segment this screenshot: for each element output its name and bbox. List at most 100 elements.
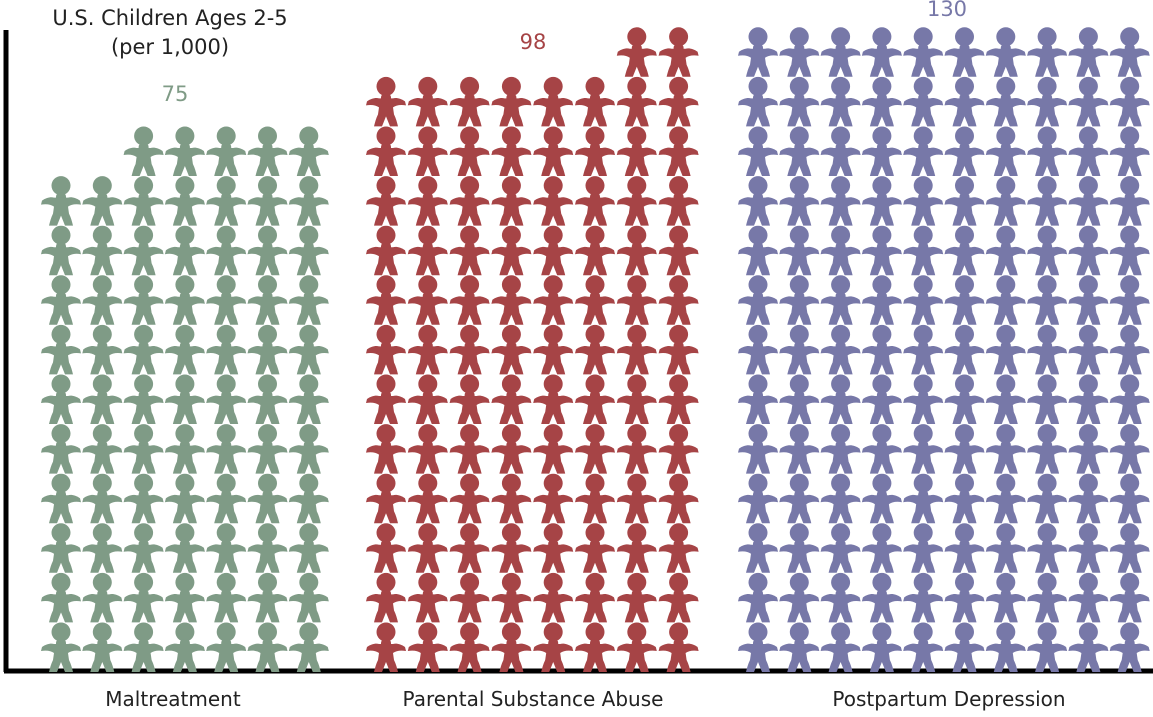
- child-icon: [944, 374, 985, 424]
- child-icon: [616, 126, 657, 176]
- child-icon: [616, 225, 657, 276]
- child-icon: [616, 324, 657, 375]
- child-icon: [1109, 275, 1150, 325]
- child-icon: [41, 424, 81, 474]
- child-icon: [903, 374, 944, 424]
- child-icon: [1068, 424, 1109, 474]
- child-icon: [738, 225, 778, 276]
- child-icon: [903, 275, 944, 325]
- child-icon: [1068, 523, 1109, 573]
- child-icon: [658, 324, 699, 375]
- child-icon: [861, 76, 902, 127]
- child-icon: [449, 523, 490, 573]
- child-icon: [861, 424, 902, 474]
- chart-subtitle: (per 1,000): [110, 35, 230, 59]
- child-icon: [449, 225, 490, 276]
- child-icon: [861, 374, 902, 424]
- child-icon: [247, 374, 288, 424]
- child-icon: [491, 523, 532, 573]
- child-icon: [491, 275, 532, 325]
- child-icon: [41, 275, 81, 325]
- child-icon: [575, 572, 615, 623]
- child-icon: [944, 225, 985, 276]
- child-icon: [288, 126, 329, 176]
- child-icon: [288, 424, 329, 474]
- child-icon: [247, 424, 288, 474]
- child-icon: [41, 176, 81, 226]
- child-icon: [491, 126, 532, 176]
- child-icon: [491, 76, 532, 127]
- child-icon: [616, 473, 657, 524]
- child-icon: [985, 76, 1026, 127]
- child-icon: [820, 27, 861, 77]
- child-icon: [491, 473, 532, 524]
- child-icon: [658, 572, 699, 623]
- child-icon: [206, 324, 247, 375]
- child-icon: [407, 374, 448, 424]
- child-icon: [616, 27, 657, 77]
- child-icon: [1068, 225, 1109, 276]
- child-icon: [944, 424, 985, 474]
- child-icon: [738, 275, 778, 325]
- child-icon: [575, 324, 615, 375]
- child-icon: [616, 424, 657, 474]
- child-icon: [407, 126, 448, 176]
- child-icon: [533, 324, 574, 375]
- child-icon: [1109, 374, 1150, 424]
- child-icon: [206, 126, 247, 176]
- child-icon: [1027, 126, 1068, 176]
- child-icon: [658, 126, 699, 176]
- category-label-parental-substance-abuse: Parental Substance Abuse: [402, 687, 664, 711]
- child-icon: [164, 324, 205, 375]
- child-icon: [820, 126, 861, 176]
- child-icon: [247, 523, 288, 573]
- child-icon: [449, 572, 490, 623]
- child-icon: [247, 275, 288, 325]
- child-icon: [779, 126, 820, 176]
- child-icon: [903, 572, 944, 623]
- child-icon: [616, 572, 657, 623]
- child-icon: [123, 324, 164, 375]
- child-icon: [491, 622, 532, 672]
- child-icon: [861, 225, 902, 276]
- child-icon: [903, 225, 944, 276]
- child-icon: [407, 275, 448, 325]
- child-icon: [738, 572, 778, 623]
- child-icon: [533, 176, 574, 226]
- child-icon: [575, 176, 615, 226]
- child-icon: [616, 523, 657, 573]
- child-icon: [738, 27, 778, 77]
- child-icon: [533, 622, 574, 672]
- child-icon: [82, 572, 123, 623]
- child-icon: [575, 424, 615, 474]
- child-icon: [407, 424, 448, 474]
- child-icon: [82, 622, 123, 672]
- chart-title-block: U.S. Children Ages 2-5 (per 1,000): [20, 4, 320, 62]
- child-icon: [820, 324, 861, 375]
- child-icon: [123, 622, 164, 672]
- child-icon: [1027, 424, 1068, 474]
- child-icon: [366, 324, 406, 375]
- child-icon: [658, 225, 699, 276]
- child-icon: [861, 473, 902, 524]
- child-icon: [944, 176, 985, 226]
- child-icon: [366, 126, 406, 176]
- child-icon: [82, 523, 123, 573]
- child-icon: [985, 225, 1026, 276]
- child-icon: [985, 176, 1026, 226]
- child-icon: [779, 27, 820, 77]
- child-icon: [288, 225, 329, 276]
- child-icon: [1068, 76, 1109, 127]
- child-icon: [366, 176, 406, 226]
- child-icon: [779, 324, 820, 375]
- bar-postpartum-depression: [738, 27, 1150, 672]
- child-icon: [1109, 622, 1150, 672]
- child-icon: [164, 572, 205, 623]
- child-icon: [1027, 324, 1068, 375]
- child-icon: [206, 572, 247, 623]
- child-icon: [738, 374, 778, 424]
- child-icon: [1027, 523, 1068, 573]
- child-icon: [779, 176, 820, 226]
- child-icon: [407, 324, 448, 375]
